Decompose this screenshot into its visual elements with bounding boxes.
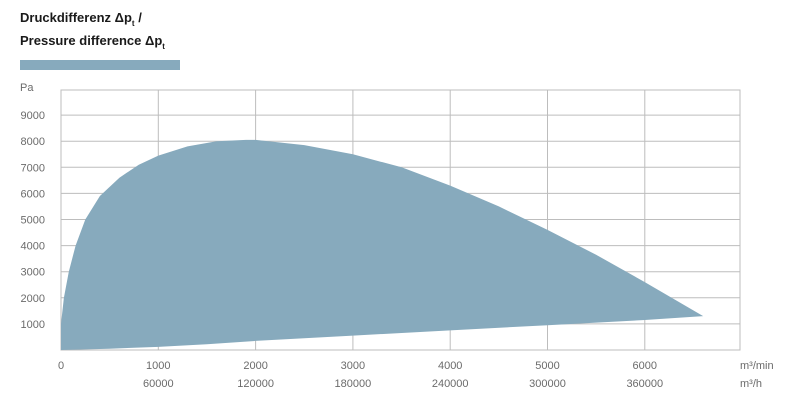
title-line-english: Pressure difference Δpt [20, 33, 165, 51]
y-tick-label: 8000 [21, 136, 45, 148]
y-tick-label: 6000 [21, 188, 45, 200]
chart-title: Druckdifferenz Δpt / Pressure difference… [20, 7, 165, 53]
title-line-german: Druckdifferenz Δpt / [20, 10, 142, 28]
y-tick-label: 9000 [21, 110, 45, 122]
x-tick-label: 3000 [341, 360, 365, 372]
y-tick-label: 5000 [21, 215, 45, 227]
x2-tick-label: 180000 [335, 378, 372, 390]
pressure-area [61, 139, 704, 350]
x2-tick-label: 360000 [626, 378, 663, 390]
y-tick-label: 7000 [21, 162, 45, 174]
y-tick-label: 2000 [21, 293, 45, 305]
x-tick-label: 4000 [438, 360, 462, 372]
y-axis-label: Pa [20, 82, 34, 94]
x-tick-label: 0 [58, 360, 64, 372]
x2-tick-label: 60000 [143, 378, 174, 390]
x2-tick-label: 300000 [529, 378, 566, 390]
x2-tick-label: 120000 [237, 378, 274, 390]
x-axis-unit-primary: m³/min [740, 360, 774, 372]
x-tick-label: 6000 [633, 360, 657, 372]
x-tick-label: 2000 [243, 360, 267, 372]
legend-swatch [20, 60, 180, 70]
x-tick-label: 1000 [146, 360, 170, 372]
y-tick-label: 4000 [21, 241, 45, 253]
x2-tick-label: 240000 [432, 378, 469, 390]
x-axis-unit-secondary: m³/h [740, 378, 762, 390]
y-tick-label: 1000 [21, 319, 45, 331]
x-tick-label: 5000 [535, 360, 559, 372]
y-tick-label: 3000 [21, 267, 45, 279]
